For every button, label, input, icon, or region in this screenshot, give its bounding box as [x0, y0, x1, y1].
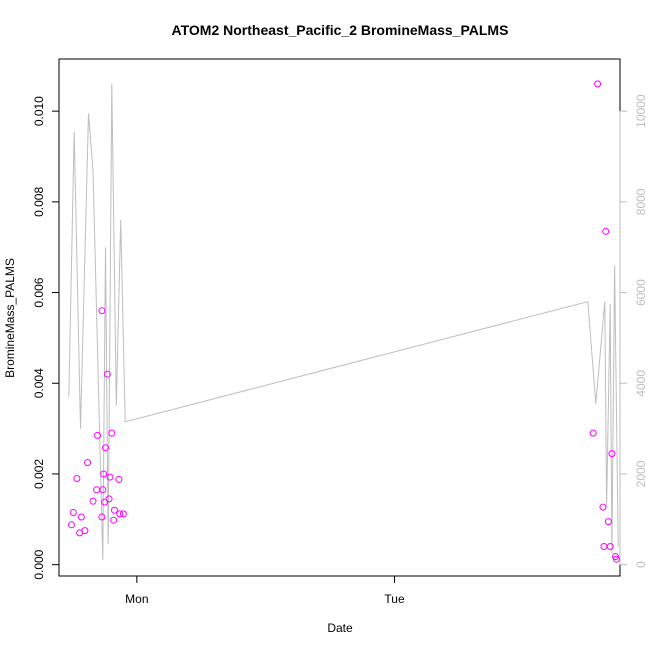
data-point: [101, 498, 109, 506]
data-point: [100, 470, 108, 478]
right-tick-label: 6000: [634, 279, 648, 306]
series-layer: [68, 80, 620, 563]
data-point: [116, 510, 124, 518]
chart-title: ATOM2 Northeast_Pacific_2 BromineMass_PA…: [172, 22, 509, 38]
data-point: [105, 495, 113, 503]
left-tick-label: 0.008: [32, 187, 46, 217]
left-y-axis: 0.000 0.002 0.004 0.006 0.008 0.010: [32, 96, 60, 580]
right-tick-label: 2000: [634, 460, 648, 487]
left-tick-label: 0.000: [32, 549, 46, 579]
data-point: [589, 429, 597, 437]
data-point: [94, 431, 101, 439]
data-point: [599, 503, 607, 511]
data-point: [594, 80, 602, 88]
data-point: [103, 370, 111, 378]
data-point: [600, 543, 608, 550]
left-tick-label: 0.002: [32, 459, 46, 489]
x-axis-label: Date: [327, 621, 353, 635]
data-point: [77, 513, 85, 521]
data-point: [68, 521, 75, 529]
data-point: [119, 510, 127, 518]
data-point: [102, 444, 109, 452]
left-tick-label: 0.004: [32, 368, 46, 398]
left-tick-label: 0.006: [32, 277, 46, 307]
data-point: [89, 497, 97, 505]
x-axis: Mon Tue: [125, 575, 405, 606]
data-point: [99, 486, 107, 494]
data-point: [608, 450, 616, 458]
y-axis-label: BromineMass_PALMS: [3, 258, 17, 378]
data-point: [612, 555, 620, 563]
data-point: [93, 486, 101, 494]
data-point: [111, 506, 118, 514]
right-tick-label: 8000: [634, 188, 648, 215]
data-point: [69, 509, 77, 516]
data-point: [115, 475, 123, 483]
data-point: [602, 227, 610, 235]
left-tick-label: 0.010: [32, 96, 46, 126]
right-tick-label: 4000: [634, 370, 648, 397]
data-point: [73, 475, 81, 482]
data-point: [108, 429, 116, 437]
data-point: [81, 527, 89, 535]
x-tick-label: Tue: [384, 592, 405, 606]
data-point: [98, 307, 106, 315]
right-y-axis: 0 2000 4000 6000 8000 10000: [619, 94, 648, 568]
data-point: [84, 459, 92, 467]
data-point: [606, 543, 614, 550]
plot-frame: [58, 58, 621, 577]
right-tick-label: 0: [634, 561, 648, 568]
right-tick-label: 10000: [634, 94, 648, 128]
series-line: [68, 83, 619, 561]
data-point: [106, 473, 114, 481]
x-tick-label: Mon: [125, 592, 148, 606]
data-point: [98, 513, 106, 521]
data-point: [604, 518, 612, 526]
data-point: [110, 516, 118, 524]
